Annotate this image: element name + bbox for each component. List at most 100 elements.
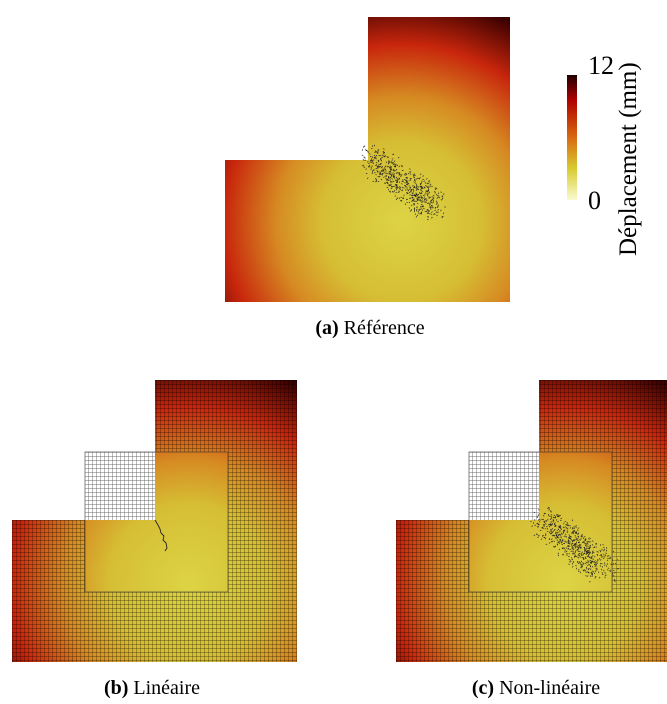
crack-segment (400, 174, 403, 176)
crack-segment (581, 535, 583, 538)
crack-segment (579, 539, 581, 541)
crack-segment (564, 529, 566, 532)
crack-segment (389, 180, 392, 182)
crack-segment (409, 188, 411, 190)
crack-segment (431, 185, 433, 188)
crack-segment (413, 190, 415, 192)
crack-segment (382, 153, 385, 155)
crack-segment (412, 192, 414, 194)
crack-segment (420, 189, 423, 191)
crack-segment (596, 553, 599, 556)
crack-segment (417, 199, 419, 201)
crack-segment (428, 189, 430, 192)
crack-segment (542, 524, 545, 526)
crack-segment (390, 176, 392, 178)
crack-segment (396, 181, 399, 183)
crack-segment (535, 533, 538, 536)
crack-segment (575, 565, 577, 567)
crack-segment (578, 544, 580, 547)
crack-segment (423, 196, 426, 199)
crack-segment (566, 524, 569, 527)
crack-segment (406, 193, 409, 195)
crack-segment (587, 545, 589, 547)
crack-segment (382, 151, 385, 154)
crack-segment (553, 545, 555, 548)
crack-segment (419, 182, 422, 185)
crack-segment (569, 527, 571, 529)
crack-segment (437, 194, 439, 197)
crack-segment (565, 547, 568, 549)
crack-segment (407, 189, 410, 192)
crack (154, 519, 168, 552)
crack-segment (573, 526, 576, 528)
crack-segment (414, 213, 417, 215)
crack-segment (537, 535, 540, 537)
crack-segment (414, 178, 416, 181)
crack-segment (580, 556, 582, 558)
crack-segment (411, 194, 413, 197)
crack-segment (401, 165, 403, 168)
crack-segment (563, 535, 566, 537)
crack-segment (437, 196, 440, 198)
caption: (b) Linéaire (104, 677, 200, 699)
crack-segment (426, 199, 428, 201)
crack-segment (406, 192, 408, 194)
caption-text: Référence (344, 317, 425, 339)
crack-segment (416, 214, 419, 217)
caption-label: (a) (315, 317, 338, 339)
crack-segment (613, 579, 616, 581)
crack-segment (589, 537, 591, 539)
crack-segment (383, 176, 385, 179)
crack-segment (398, 197, 401, 199)
crack-segment (575, 538, 578, 541)
crack-segment (591, 566, 594, 568)
crack-segment (558, 514, 560, 517)
crack-segment (604, 572, 607, 574)
crack-segment (411, 192, 414, 195)
crack-segment (559, 533, 562, 536)
crack-segment (389, 178, 391, 180)
crack-segment (537, 523, 539, 526)
crack-segment (378, 166, 381, 168)
crack-segment (557, 552, 559, 555)
crack-segment (600, 554, 602, 557)
crack-segment (386, 179, 388, 182)
crack-segment (399, 188, 401, 191)
crack-segment (572, 531, 575, 534)
crack-segment (421, 197, 424, 199)
crack-segment (612, 575, 615, 577)
crack-segment (617, 559, 619, 561)
crack-segment (585, 561, 588, 563)
crack-segment (371, 159, 373, 162)
crack-segment (544, 533, 547, 535)
crack-segment (552, 530, 554, 533)
crack-segment (582, 563, 585, 565)
crack-segment (542, 518, 544, 521)
colorbar-min: 0 (588, 186, 601, 215)
crack-segment (422, 205, 424, 208)
crack-segment (410, 189, 413, 191)
crack-segment (559, 539, 562, 541)
crack-segment (434, 207, 437, 209)
crack-segment (579, 552, 581, 555)
crack-segment (595, 565, 597, 567)
crack-segment (577, 550, 579, 553)
crack-segment (429, 183, 432, 185)
crack-segment (560, 536, 562, 539)
crack-segment (431, 202, 433, 204)
crack-segment (414, 179, 416, 182)
crack-segment (587, 564, 589, 567)
crack-segment (577, 529, 579, 532)
crack-segment (606, 569, 609, 571)
crack-segment (596, 560, 598, 563)
crack-segment (409, 173, 412, 175)
crack-segment (578, 554, 581, 557)
crack-segment (397, 186, 399, 188)
crack-segment (557, 541, 559, 544)
crack-segment (417, 188, 420, 191)
crack-segment (582, 553, 584, 556)
crack-segment (537, 536, 539, 538)
colorbar-max: 12 (588, 51, 614, 80)
crack-segment (425, 201, 428, 203)
